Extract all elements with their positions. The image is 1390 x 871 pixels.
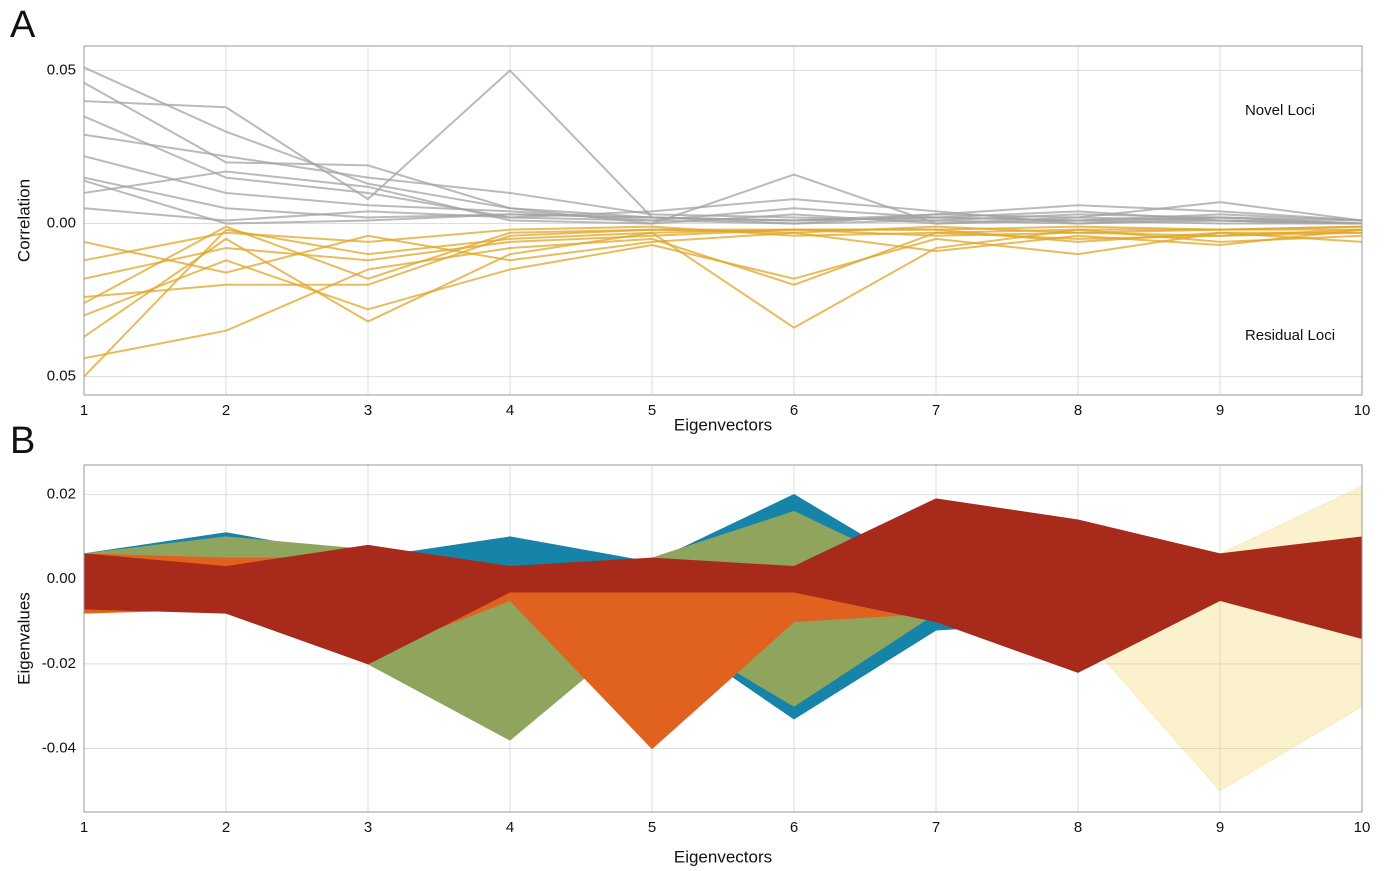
y-axis-label: Correlation [14, 179, 33, 262]
plot-frame [83, 45, 1363, 396]
panel-label: B [10, 420, 35, 462]
series-line [83, 81, 1363, 225]
x-tick-label: 3 [364, 819, 372, 836]
x-tick-label: 2 [222, 819, 230, 836]
x-tick-label: 1 [80, 819, 88, 836]
x-axis-label: Eigenvectors [674, 415, 772, 434]
x-tick-label: 2 [222, 402, 230, 419]
x-tick-label: 10 [1354, 402, 1371, 419]
series-line [83, 207, 1363, 225]
series-line [83, 225, 1363, 305]
series-line [83, 225, 1363, 262]
x-tick-label: 7 [932, 402, 940, 419]
y-tick-label: 0.05 [47, 368, 76, 385]
series-line [83, 225, 1363, 274]
x-tick-label: 1 [80, 402, 88, 419]
annotation: Novel Loci [1245, 102, 1315, 119]
series-line [83, 155, 1362, 225]
x-tick-label: 6 [790, 819, 798, 836]
panel-label: A [10, 4, 36, 46]
series-line [83, 66, 1363, 225]
series-line [83, 179, 1363, 225]
plot-frame [83, 464, 1363, 813]
y-tick-label: -0.04 [42, 739, 76, 756]
x-tick-label: 6 [790, 402, 798, 419]
y-tick-label: 0.05 [47, 61, 76, 78]
y-axis-label: Eigenvalues [14, 592, 33, 685]
x-tick-label: 9 [1216, 402, 1224, 419]
x-axis-label: Eigenvectors [674, 847, 772, 866]
x-tick-label: 4 [506, 402, 514, 419]
x-tick-label: 8 [1074, 402, 1082, 419]
annotation: Residual Loci [1245, 327, 1335, 344]
y-tick-label: -0.02 [42, 655, 76, 672]
x-tick-label: 5 [648, 402, 656, 419]
x-tick-label: 4 [506, 819, 514, 836]
x-tick-label: 8 [1074, 819, 1082, 836]
x-tick-label: 5 [648, 819, 656, 836]
y-tick-label: 0.02 [47, 486, 76, 503]
x-tick-label: 10 [1354, 819, 1371, 836]
x-tick-label: 3 [364, 402, 372, 419]
x-tick-label: 7 [932, 819, 940, 836]
series-line [83, 228, 1363, 338]
y-tick-label: 0.00 [47, 215, 76, 232]
x-tick-label: 9 [1216, 819, 1224, 836]
y-tick-label: 0.00 [47, 570, 76, 587]
